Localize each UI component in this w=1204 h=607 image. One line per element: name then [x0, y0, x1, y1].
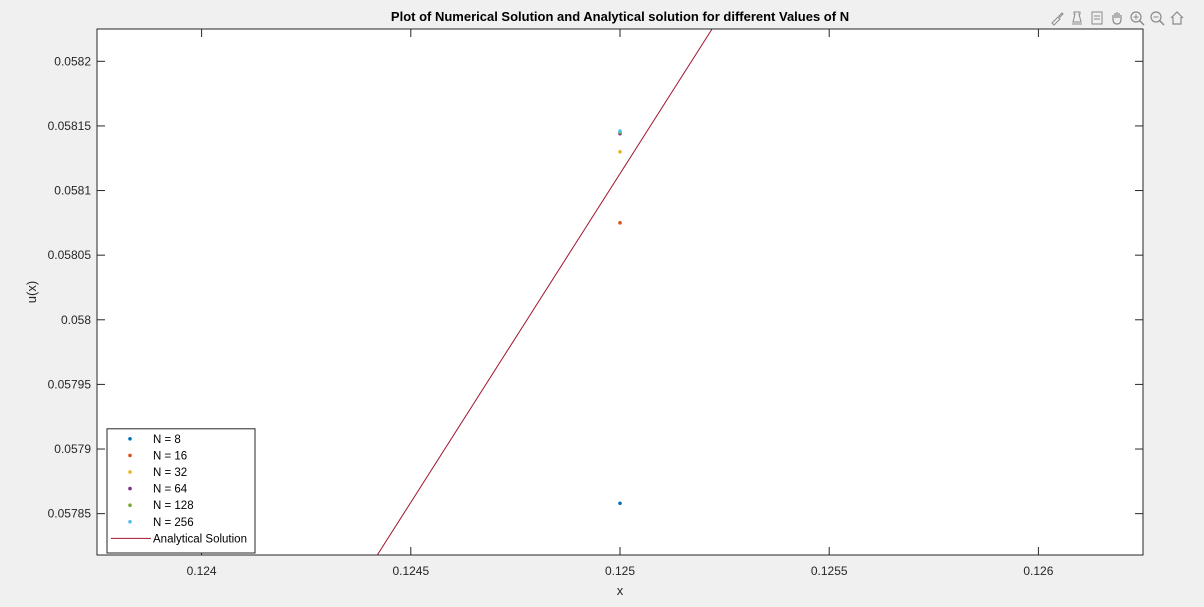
y-tick-label: 0.0581	[54, 184, 91, 198]
legend-swatch	[128, 486, 132, 491]
data-point-n-32	[618, 149, 622, 154]
export-icon[interactable]	[1088, 9, 1106, 27]
legend-label: N = 256	[153, 517, 194, 529]
home-icon[interactable]	[1168, 9, 1186, 27]
axes-toolbar	[1048, 8, 1186, 28]
y-tick-label: 0.058	[61, 313, 91, 327]
x-tick-label: 0.126	[1023, 564, 1053, 578]
x-tick-label: 0.1245	[392, 564, 429, 578]
x-tick-label: 0.125	[605, 564, 635, 578]
legend-box	[106, 428, 256, 554]
legend-swatch	[128, 503, 132, 508]
legend-label: N = 8	[153, 434, 181, 446]
x-tick-label: 0.1255	[811, 564, 848, 578]
legend-label: N = 32	[153, 467, 187, 479]
zoom-out-icon[interactable]	[1148, 9, 1166, 27]
legend-label: N = 64	[153, 484, 188, 496]
legend-label: N = 128	[153, 500, 194, 512]
brush-icon[interactable]	[1048, 9, 1066, 27]
x-axis-label: x	[617, 583, 624, 598]
y-tick-label: 0.05795	[48, 377, 92, 391]
chart-title: Plot of Numerical Solution and Analytica…	[391, 9, 849, 24]
pan-icon[interactable]	[1108, 9, 1126, 27]
legend-swatch	[128, 470, 132, 474]
legend-swatch	[128, 437, 132, 441]
data-point-n-16	[618, 221, 622, 225]
legend-label: Analytical Solution	[153, 533, 247, 545]
y-tick-label: 0.05815	[48, 119, 92, 133]
legend-label: N = 16	[153, 450, 187, 462]
analytical-solution-line	[376, 29, 713, 555]
legend-swatch	[128, 453, 132, 458]
y-axis-label: u(x)	[24, 281, 39, 303]
x-tick-label: 0.124	[187, 564, 217, 578]
y-tick-label: 0.05805	[48, 248, 92, 262]
data-point-n-256	[618, 129, 622, 133]
data-tips-icon[interactable]	[1068, 9, 1086, 27]
legend[interactable]: N = 8 N = 16 N = 32 N = 64 N = 128 N = 256 Ana…	[106, 428, 256, 554]
y-tick-label: 0.0579	[54, 442, 91, 456]
legend-swatch	[128, 520, 132, 524]
y-tick-label: 0.0582	[54, 54, 91, 68]
y-tick-label: 0.05785	[48, 507, 92, 521]
zoom-in-icon[interactable]	[1128, 9, 1146, 27]
data-point-n-8	[618, 501, 622, 506]
axes-background	[97, 29, 1143, 555]
